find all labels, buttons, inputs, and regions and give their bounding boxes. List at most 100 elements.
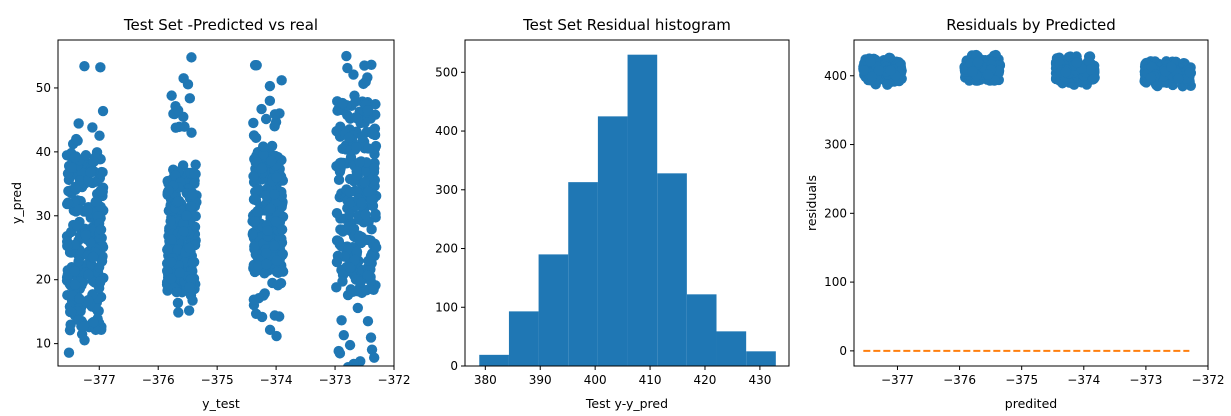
scatter-point [344, 208, 355, 220]
scatter-point [1146, 61, 1158, 73]
scatter-point [260, 113, 272, 125]
scatter-point [172, 196, 184, 207]
y-tick-label: 10 [36, 337, 51, 351]
scatter-point [185, 274, 197, 285]
scatter-point [1184, 67, 1196, 78]
x-tick-label: 420 [694, 373, 717, 387]
scatter-point [271, 266, 283, 278]
scatter-point [248, 171, 259, 182]
scatter-point [190, 159, 201, 170]
scatter-point [338, 329, 349, 341]
scatter-point [269, 109, 281, 120]
scatter-point [250, 186, 261, 197]
scatter-point [247, 229, 258, 240]
panel-predicted-vs-real: Test Set -Predicted vs real y_test y_pre… [9, 16, 410, 411]
scatter-point [885, 65, 896, 76]
y-tick-label: 30 [36, 209, 51, 223]
scatter-point [331, 207, 343, 219]
axes-frame [57, 39, 395, 367]
x-tick-label: 380 [474, 373, 497, 387]
histogram-bar [716, 331, 747, 366]
scatter-point [259, 268, 270, 279]
x-tick-label: 430 [748, 373, 771, 387]
scatter-point [366, 59, 377, 71]
plot-area [479, 54, 776, 366]
scatter-point [277, 248, 289, 260]
scatter-point [185, 201, 197, 212]
scatter-point [873, 65, 885, 76]
scatter-point [62, 240, 73, 252]
y-tick-label: 20 [36, 273, 51, 287]
scatter-point [1166, 61, 1177, 73]
histogram-bar [627, 54, 658, 366]
axes-frame [853, 39, 1209, 367]
y-tick-label: 200 [435, 242, 458, 256]
scatter-point [362, 186, 374, 197]
scatter-point [69, 152, 81, 163]
scatter-point [366, 224, 377, 235]
scatter-point [370, 242, 382, 253]
scatter-point [70, 182, 81, 194]
y-tick-label: 500 [435, 65, 458, 79]
scatter-point [69, 279, 81, 291]
scatter-point [252, 206, 263, 217]
scatter-point [1060, 66, 1071, 78]
scatter-point [183, 242, 195, 254]
x-tick-label: −373 [1129, 373, 1162, 387]
scatter-point [62, 197, 74, 208]
scatter-point [78, 321, 90, 332]
scatter-point [362, 105, 374, 116]
scatter-point [353, 230, 365, 241]
scatter-point [270, 116, 282, 128]
axes-frame [464, 39, 790, 367]
x-tick-label: −375 [1005, 373, 1038, 387]
y-tick-label: 400 [824, 69, 847, 83]
scatter-point [269, 240, 280, 251]
scatter-point [249, 193, 261, 205]
y-tick-label: 0 [839, 344, 847, 358]
scatter-point [341, 50, 352, 62]
histogram-bar [746, 351, 776, 366]
scatter-point [271, 330, 282, 342]
scatter-point [249, 241, 260, 252]
scatter-point [166, 90, 177, 101]
panel-residual-histogram: Test Set Residual histogram Test y-y_pre… [435, 16, 790, 411]
scatter-point [270, 216, 282, 227]
scatter-point [171, 286, 182, 298]
scatter-point [367, 128, 379, 140]
scatter-point [261, 258, 272, 270]
y-tick-label: 50 [36, 81, 51, 95]
scatter-point [79, 60, 90, 72]
y-tick-label: 200 [824, 206, 847, 220]
scatter-point [982, 69, 994, 80]
scatter-point [1173, 73, 1184, 84]
histogram-bar [538, 254, 569, 366]
scatter-point [264, 324, 276, 336]
scatter-point [369, 162, 380, 174]
scatter-point [858, 65, 869, 76]
scatter-point [266, 155, 277, 167]
scatter-point [165, 273, 177, 284]
scatter-point [251, 60, 262, 71]
scatter-point [83, 175, 94, 186]
scatter-point [265, 203, 276, 214]
plot-area [61, 50, 382, 366]
chart-title: Residuals by Predicted [946, 16, 1116, 34]
scatter-point [967, 66, 978, 77]
scatter-point [349, 254, 360, 266]
scatter-point [350, 112, 361, 123]
scatter-point [363, 255, 374, 266]
scatter-point [189, 168, 200, 179]
scatter-point [866, 71, 878, 82]
scatter-point [352, 302, 364, 314]
scatter-point [972, 56, 984, 68]
histogram-bar [686, 294, 717, 366]
scatter-point [271, 255, 283, 266]
scatter-point [333, 345, 344, 357]
scatter-point [93, 262, 105, 273]
scatter-point [186, 127, 197, 138]
scatter-point [85, 167, 96, 178]
scatter-point [357, 131, 368, 143]
scatter-point [90, 196, 101, 207]
